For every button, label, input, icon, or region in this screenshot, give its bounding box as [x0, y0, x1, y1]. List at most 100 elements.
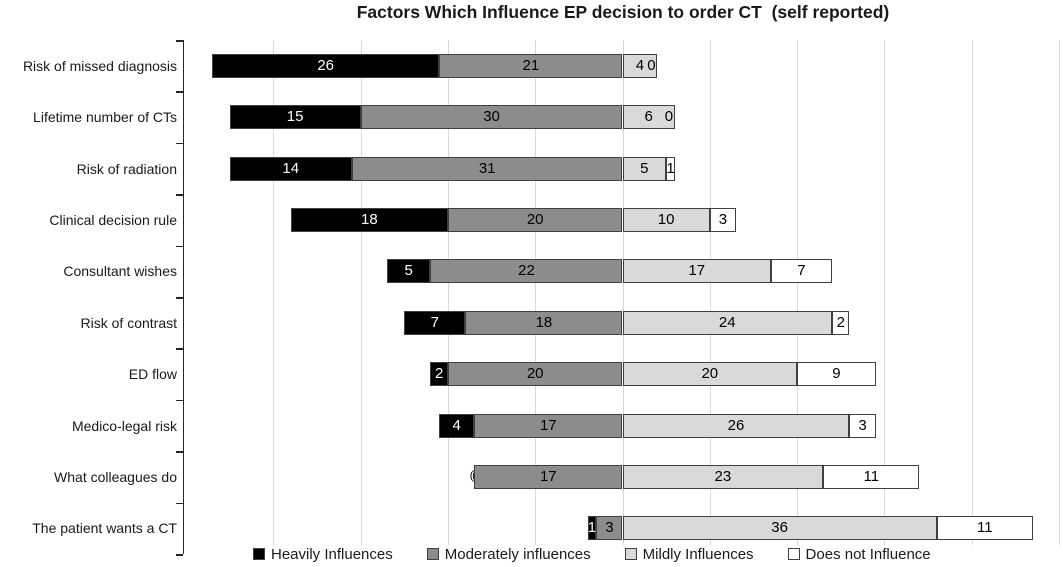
gridline	[535, 40, 537, 545]
legend-item: Does not Influence	[787, 545, 931, 563]
category-label: Risk of radiation	[76, 160, 177, 177]
bar-segment-does-not-influence	[849, 413, 876, 438]
bar-value-label: 17	[539, 416, 557, 434]
gridline	[447, 40, 449, 545]
category-label: Risk of contrast	[80, 314, 177, 331]
bar-value-label: 24	[718, 313, 736, 331]
bar-segment-moderately-influences	[465, 310, 623, 335]
bar-value-label: 0	[664, 108, 674, 126]
bar-segment-does-not-influence	[832, 310, 850, 335]
bar-value-label: 20	[526, 210, 544, 228]
bar-value-label: 3	[605, 519, 614, 537]
bar-value-label: 7	[797, 262, 806, 280]
gridline	[1059, 40, 1060, 545]
axis-tick	[176, 348, 183, 350]
axis-tick	[176, 40, 183, 42]
bar-segment-mildly-influences	[622, 259, 771, 284]
bar-value-label: 11	[976, 519, 993, 537]
bar-segment-heavily-influences	[229, 105, 361, 130]
bar-value-label: 2	[434, 365, 444, 383]
bar-segment-moderately-influences	[474, 413, 623, 438]
axis-tick	[176, 91, 183, 93]
axis-tick	[176, 245, 183, 248]
category-label: What colleagues do	[54, 468, 177, 485]
gridline	[971, 40, 973, 545]
bar-segment-moderately-influences	[430, 259, 623, 284]
bar-segment-mildly-influences	[622, 156, 667, 181]
bar-segment-heavily-influences	[587, 516, 597, 541]
category-label: Consultant wishes	[63, 263, 177, 280]
bar-value-label: 1	[587, 519, 597, 537]
bar-value-label: 3	[718, 210, 728, 228]
bar-value-label: 2	[836, 313, 845, 331]
gridline	[884, 40, 886, 545]
bar-segment-heavily-influences	[386, 259, 431, 284]
bar-segment-mildly-influences	[622, 464, 824, 489]
legend-swatch-moderately-influences	[426, 548, 439, 560]
bar-value-label: 5	[640, 159, 649, 177]
bar-value-label: 6	[644, 108, 653, 126]
bar-value-label: 18	[360, 210, 378, 228]
gridline	[360, 40, 362, 545]
category-label: ED flow	[128, 366, 177, 383]
bar-value-label: 14	[282, 159, 300, 177]
bar-segment-does-not-influence	[797, 362, 876, 387]
bar-segment-mildly-influences	[622, 310, 833, 335]
bar-segment-heavily-influences	[430, 362, 448, 387]
y-axis-line	[182, 40, 184, 554]
axis-tick	[176, 502, 183, 505]
axis-tick	[176, 451, 183, 453]
bar-value-label: 4	[452, 416, 461, 434]
bar-segment-heavily-influences	[229, 156, 352, 181]
legend-label: Does not Influence	[805, 545, 931, 563]
bar-value-label: 20	[526, 365, 544, 383]
gridline	[622, 40, 624, 545]
category-label: Lifetime number of CTs	[33, 109, 177, 126]
bar-segment-moderately-influences	[447, 207, 623, 232]
axis-tick	[176, 554, 183, 556]
category-label: Clinical decision rule	[49, 211, 177, 228]
legend-swatch-heavily-influences	[253, 548, 265, 560]
gridline	[709, 40, 711, 545]
bar-segment-does-not-influence	[770, 259, 833, 284]
gridline	[797, 40, 799, 545]
legend-item: Heavily Influences	[253, 546, 393, 563]
bar-value-label: 26	[317, 56, 335, 74]
legend: Heavily Influences Moderately influences M…	[253, 544, 931, 564]
bar-segment-mildly-influences	[622, 207, 710, 232]
bar-segment-mildly-influences	[622, 362, 798, 387]
bar-value-label: 36	[771, 519, 788, 537]
bar-segment-moderately-influences	[596, 516, 623, 541]
legend-item: Moderately influences	[426, 545, 591, 563]
axis-tick	[176, 142, 183, 145]
legend-label: Mildly Influences	[642, 545, 754, 563]
legend-swatch-does-not-influence	[787, 548, 800, 560]
bar-value-label: 5	[404, 262, 413, 280]
legend-item: Mildly Influences	[624, 545, 754, 563]
category-label: Risk of missed diagnosis	[22, 57, 177, 74]
bar-segment-moderately-influences	[351, 156, 623, 181]
bar-value-label: 10	[657, 210, 675, 228]
bar-segment-does-not-influence	[666, 156, 675, 181]
chart-title: Factors Which Influence EP decision to o…	[356, 2, 890, 22]
bar-segment-mildly-influences	[622, 105, 675, 130]
legend-label: Moderately influences	[444, 545, 591, 563]
bar-segment-moderately-influences	[474, 464, 623, 489]
bar-value-label: 1	[666, 159, 675, 177]
legend-swatch-mildly-influences	[624, 548, 637, 560]
bar-value-label: 17	[539, 467, 557, 485]
bar-segment-mildly-influences	[622, 413, 850, 438]
category-label: The patient wants a CT	[32, 520, 177, 537]
bar-segment-heavily-influences	[404, 310, 466, 335]
bar-value-label: 3	[858, 416, 867, 434]
bar-value-label: 11	[863, 467, 880, 485]
bar-value-label: 20	[701, 365, 719, 383]
bar-value-label: 31	[478, 159, 496, 177]
bar-segment-heavily-influences	[439, 413, 475, 438]
legend-label: Heavily Influences	[271, 545, 393, 563]
bar-segment-does-not-influence	[709, 207, 736, 232]
bar-segment-mildly-influences	[622, 53, 658, 78]
bar-value-label: 26	[727, 416, 745, 434]
bar-segment-does-not-influence	[823, 464, 920, 489]
